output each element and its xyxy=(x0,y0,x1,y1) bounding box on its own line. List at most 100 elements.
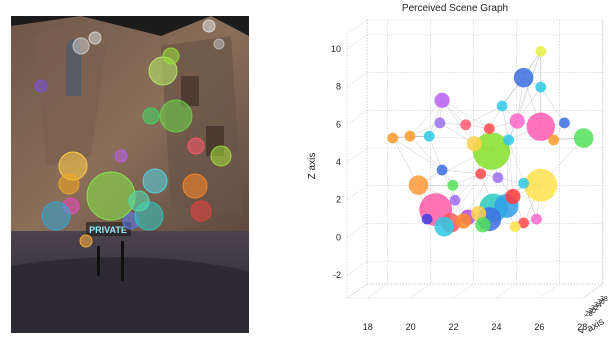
graph-node xyxy=(492,172,504,184)
sign xyxy=(86,222,131,236)
overlay-dot xyxy=(162,47,180,65)
grid-line-z xyxy=(346,34,368,50)
z-tick-label: 6 xyxy=(336,119,341,129)
overlay-dot xyxy=(88,31,102,45)
overlay-dot xyxy=(41,201,71,231)
grid-line-x-floor xyxy=(582,283,603,299)
graph-node xyxy=(434,117,446,129)
graph-edge xyxy=(409,136,443,171)
graph-node xyxy=(434,92,450,108)
graph-node xyxy=(573,128,594,148)
scene-graph-plot: Perceived Scene Graph -2 0 2 4 6 8 10 18 20 22 24 2… xyxy=(300,0,610,338)
graph-node xyxy=(455,213,472,229)
graph-edge xyxy=(501,105,509,140)
grid-line-z xyxy=(346,147,368,163)
graph-node xyxy=(505,188,521,205)
overlay-dot xyxy=(142,107,160,125)
graph-node xyxy=(518,217,530,229)
x-tick-label: 24 xyxy=(491,322,501,332)
graph-node xyxy=(475,168,487,180)
graph-node xyxy=(421,213,433,225)
overlay-dot xyxy=(58,173,80,195)
graph-node xyxy=(548,134,560,146)
graph-node xyxy=(513,67,534,88)
graph-node xyxy=(387,132,399,144)
grid-line-x-floor xyxy=(496,283,517,299)
x-tick-label: 26 xyxy=(534,322,544,332)
grid-line-z xyxy=(346,72,368,87)
z-axis-label: Z axis xyxy=(307,153,318,180)
graph-node xyxy=(483,123,495,134)
grid-line-x-floor xyxy=(453,283,474,299)
scene-photo-graphic: PRIVATE xyxy=(11,16,249,333)
grid-line-z xyxy=(346,110,368,125)
graph-nodes xyxy=(387,45,594,237)
z-tick-label: -2 xyxy=(333,270,341,280)
graph-node xyxy=(475,217,491,233)
graph-node xyxy=(466,136,482,152)
graph-node xyxy=(449,194,461,206)
graph-node xyxy=(535,81,547,93)
overlay-dot xyxy=(142,168,168,194)
overlay-dot xyxy=(72,37,90,55)
overlay-dot xyxy=(114,149,128,163)
z-tick-label: 10 xyxy=(331,44,341,54)
chart-title: Perceived Scene Graph xyxy=(401,3,509,14)
graph-node xyxy=(518,177,530,189)
graph-node xyxy=(524,168,558,202)
graph-node xyxy=(447,179,459,191)
y-tick-label: 30 xyxy=(588,308,596,315)
y-tick-label: 34 xyxy=(594,302,602,309)
graph-edge xyxy=(540,87,565,124)
overlay-dot xyxy=(190,200,212,222)
scene-photo: PRIVATE xyxy=(11,16,249,333)
overlay-dot xyxy=(34,79,48,93)
graph-edge xyxy=(442,100,509,141)
x-tick-label: 22 xyxy=(449,322,459,332)
graph-edge xyxy=(465,105,503,126)
graph-node xyxy=(531,213,542,225)
grid-line-x-floor xyxy=(410,283,431,299)
overlay-dot xyxy=(187,137,205,155)
graph-node xyxy=(472,132,511,170)
graph-node xyxy=(535,45,547,57)
graph-node xyxy=(408,175,429,195)
grid-line-x-floor xyxy=(367,283,388,299)
overlay-dot xyxy=(159,99,193,133)
overlay-dot xyxy=(210,145,232,167)
z-tick-label: 4 xyxy=(336,157,341,167)
x-tick-label: 18 xyxy=(363,322,373,332)
graph-edge xyxy=(429,136,443,171)
graph-edge xyxy=(442,169,481,175)
graph-node xyxy=(423,130,435,142)
z-tick-label: 0 xyxy=(336,232,341,242)
graph-node xyxy=(509,113,525,129)
overlay-dot xyxy=(79,234,93,248)
y-tick-label: 28 xyxy=(585,311,593,318)
graph-edge xyxy=(516,51,541,122)
overlay-dot xyxy=(128,190,150,212)
overlay-dot xyxy=(202,19,216,33)
graph-node xyxy=(503,134,514,146)
grid-line-z xyxy=(346,260,368,276)
y-tick-label: 36 xyxy=(597,299,605,306)
graph-edge xyxy=(409,122,441,137)
graph-node xyxy=(434,216,455,237)
grid-line-x-floor xyxy=(539,283,560,299)
graph-edge xyxy=(392,137,443,171)
overlay-dot xyxy=(86,171,136,221)
grid-line-z xyxy=(346,223,368,238)
overlay-dot xyxy=(213,38,225,50)
overlay-dots xyxy=(34,19,232,248)
x-tick-label: 20 xyxy=(406,322,416,332)
y-tick-label: 38 xyxy=(600,296,608,303)
grid-line-z xyxy=(346,185,368,200)
grid xyxy=(346,19,604,299)
overlay-dot xyxy=(182,173,208,199)
z-tick-label: 2 xyxy=(336,195,341,205)
graph-node xyxy=(460,119,472,131)
sign-text: PRIVATE xyxy=(89,225,127,235)
floor xyxy=(346,283,604,299)
